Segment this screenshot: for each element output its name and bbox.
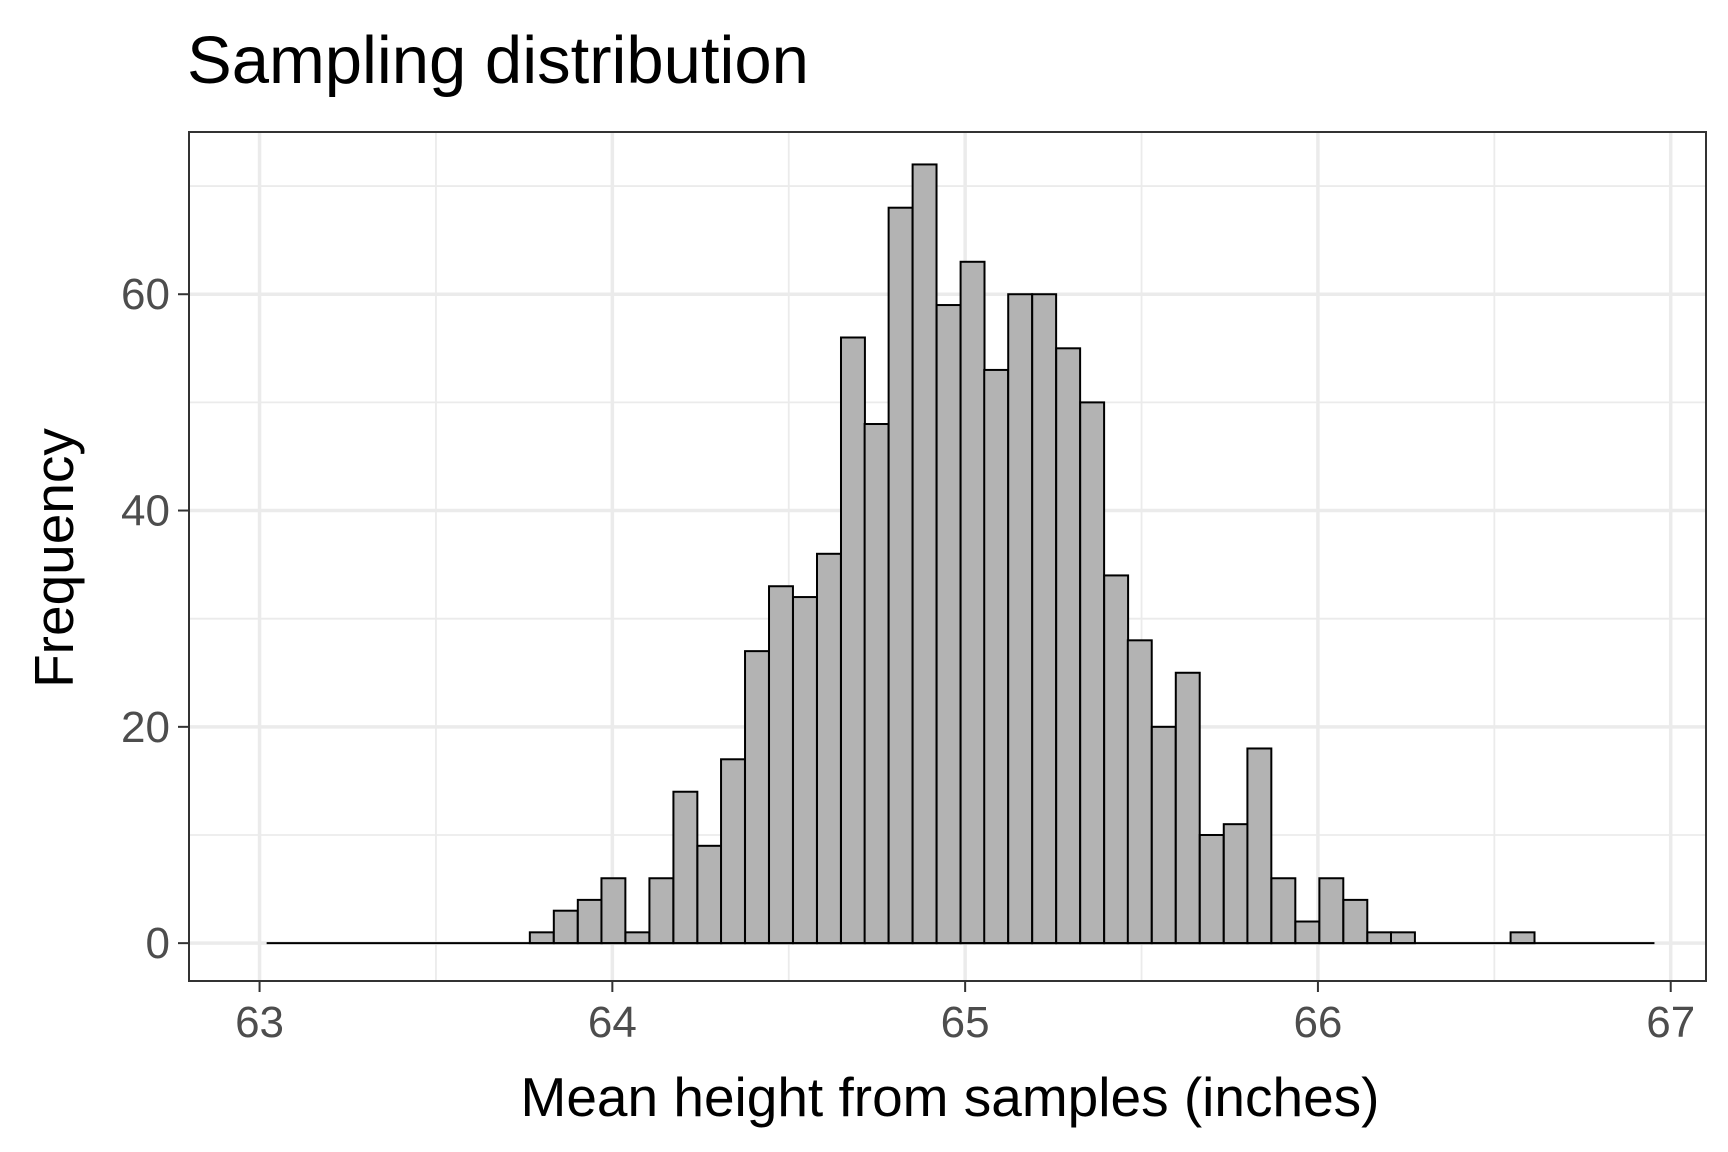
histogram-bar	[1342, 898, 1369, 945]
y-tick-label: 20	[121, 703, 170, 752]
histogram-bar	[887, 206, 914, 945]
x-tick-label: 64	[588, 998, 637, 1047]
x-axis-title: Mean height from samples (inches)	[521, 1066, 1380, 1128]
histogram-bar	[744, 650, 770, 945]
plot-panel	[188, 131, 1707, 982]
histogram-bar	[1198, 833, 1225, 945]
histogram-bars	[528, 163, 1536, 945]
histogram-bar	[1366, 931, 1393, 945]
y-tick-label: 60	[121, 270, 170, 319]
histogram-bar	[1294, 920, 1321, 945]
histogram-bar	[983, 368, 1010, 945]
histogram-bar	[863, 423, 890, 945]
y-tick-label: 40	[121, 487, 170, 536]
histogram-bar	[648, 877, 675, 945]
x-tick-label: 67	[1646, 998, 1695, 1047]
histogram-bar	[1126, 639, 1153, 945]
histogram-bar	[1031, 293, 1058, 945]
chart-title: Sampling distribution	[187, 23, 809, 98]
histogram-bar	[552, 909, 579, 945]
histogram-bar	[959, 260, 986, 945]
histogram-bar	[624, 931, 651, 945]
histogram-bar	[720, 758, 746, 945]
histogram-bar	[576, 898, 603, 945]
histogram-bar	[696, 844, 723, 945]
histogram-bar	[1055, 347, 1082, 945]
histogram-bar	[911, 163, 938, 945]
histogram-bar	[1389, 931, 1416, 945]
histogram-bar	[672, 790, 699, 945]
histogram-bar	[1222, 823, 1249, 945]
histogram-bar	[1509, 931, 1536, 945]
histogram-bar	[1007, 293, 1034, 945]
histogram-bar	[839, 336, 866, 945]
y-axis-title: Frequency	[23, 428, 85, 688]
histogram-bar	[1103, 574, 1130, 945]
histogram-bar	[792, 596, 818, 945]
histogram-bar	[1270, 877, 1297, 945]
histogram-bar	[1079, 401, 1106, 945]
x-tick-label: 66	[1293, 998, 1342, 1047]
histogram-bar	[768, 585, 794, 945]
histogram-bar	[600, 877, 627, 945]
histogram-bar	[935, 304, 962, 945]
histogram-bar	[528, 931, 555, 945]
y-axis: 0 20 40 60	[121, 270, 189, 968]
histogram-bar	[1174, 671, 1201, 945]
x-tick-label: 65	[941, 998, 990, 1047]
histogram-bar	[1318, 877, 1345, 945]
x-axis: 63 64 65 66 67	[235, 981, 1695, 1047]
histogram-bar	[1150, 725, 1177, 945]
x-tick-label: 63	[235, 998, 284, 1047]
histogram-bar	[1246, 747, 1273, 945]
y-tick-label: 0	[146, 919, 170, 968]
histogram-bar	[816, 552, 842, 945]
